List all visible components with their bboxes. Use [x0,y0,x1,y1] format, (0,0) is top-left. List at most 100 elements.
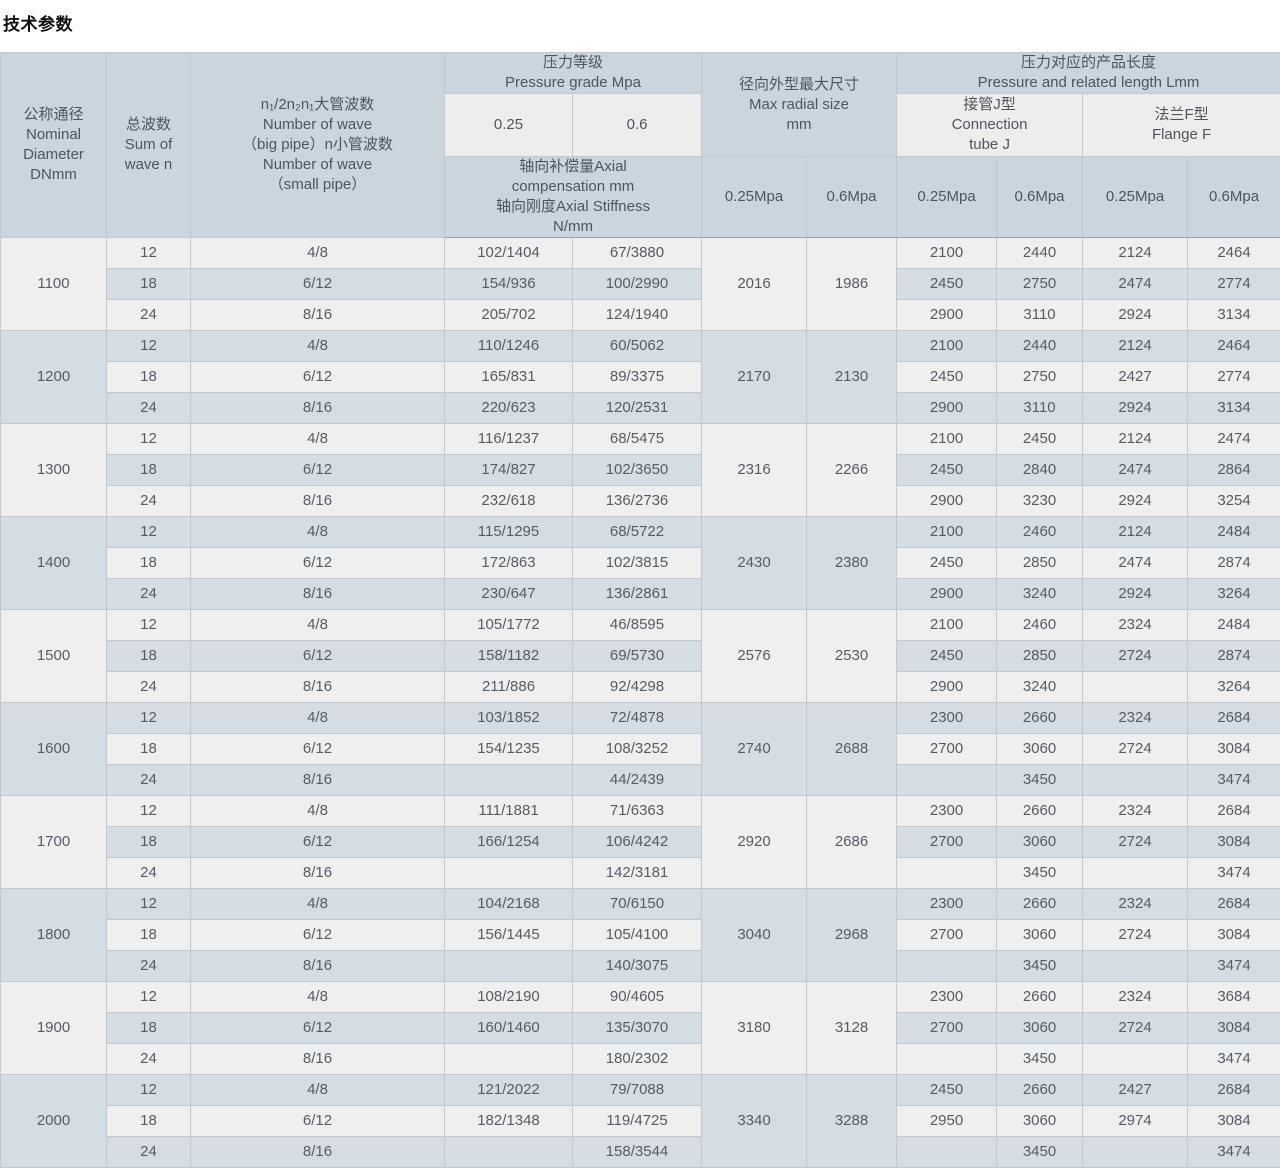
axial-025-cell: 111/1881 [444,795,573,827]
pipe-wave-cell: 6/12 [190,268,445,300]
axial-06-cell: 140/3075 [572,950,702,982]
length-f-06-cell: 3084 [1187,1012,1280,1044]
waves-cell: 18 [106,547,191,579]
table-row: 18 6/12 154/936 100/2990 2450 2750 2474 2774 [1,268,1280,300]
length-f-025-cell [1082,1043,1189,1075]
waves-cell: 24 [106,1043,191,1075]
axial-06-cell: 142/3181 [572,857,702,889]
length-j-06-cell: 2660 [996,981,1084,1013]
length-j-06-cell: 2850 [996,547,1084,579]
length-f-025-cell: 2724 [1082,640,1189,672]
pipe-wave-cell: 4/8 [190,795,445,827]
dn-cell: 1600 [0,702,107,796]
length-j-06-cell: 3060 [996,1105,1084,1137]
pipe-wave-cell: 4/8 [190,702,445,734]
length-f-025-cell [1082,857,1189,889]
axial-06-cell: 79/7088 [572,1074,702,1106]
length-j-06-cell: 2660 [996,888,1084,920]
header-flange-f: 法兰F型 Flange F [1082,93,1280,157]
waves-cell: 12 [106,516,191,548]
header-number-of-wave: n₁/2n₂n₁大管波数 Number of wave （big pipe）n小… [190,52,445,238]
length-j-025-cell: 2450 [896,361,998,393]
dn-cell: 1200 [0,330,107,424]
axial-025-cell: 160/1460 [444,1012,573,1044]
pipe-wave-cell: 4/8 [190,981,445,1013]
length-f-06-cell: 3474 [1187,1043,1280,1075]
length-j-06-cell: 2660 [996,702,1084,734]
table-row: 18 6/12 160/1460 135/3070 2700 3060 2724 3084 [1,1012,1280,1044]
length-f-06-cell: 3264 [1187,671,1280,703]
pipe-wave-cell: 8/16 [190,671,445,703]
radial-025-cell: 3040 [701,888,807,982]
dn-cell: 1500 [0,609,107,703]
length-f-025-cell: 2974 [1082,1105,1189,1137]
length-f-06-cell: 2874 [1187,640,1280,672]
table-row: 1700 12 4/8 111/1881 71/6363 2920 2686 2300 2660… [0,795,1280,889]
page-title: 技术参数 [3,15,73,34]
table-row: 1900 12 4/8 108/2190 90/4605 3180 3128 2300 2660… [0,981,1280,1075]
table-row: 24 8/16 158/3544 3450 3474 [1,1136,1280,1168]
length-j-025-cell: 2900 [896,578,998,610]
axial-06-cell: 60/5062 [572,330,702,362]
waves-cell: 18 [106,1012,191,1044]
length-j-025-cell: 2450 [896,547,998,579]
pipe-wave-cell: 4/8 [190,330,445,362]
axial-025-cell: 156/1445 [444,919,573,951]
axial-025-cell: 205/702 [444,299,573,331]
length-f-06-cell: 3264 [1187,578,1280,610]
pipe-wave-cell: 4/8 [190,516,445,548]
waves-cell: 24 [106,578,191,610]
axial-025-cell: 110/1246 [444,330,573,362]
table-row: 1100 12 4/8 102/1404 67/3880 2016 1986 2100 2440… [0,237,1280,331]
header-connection-tube-j: 接管J型 Connection tube J [896,93,1084,157]
length-j-06-cell: 3230 [996,485,1084,517]
length-j-06-cell: 2840 [996,454,1084,486]
length-f-025-cell: 2324 [1082,795,1189,827]
axial-06-cell: 68/5722 [572,516,702,548]
length-f-06-cell: 3684 [1187,981,1280,1013]
length-f-025-cell: 2724 [1082,1012,1189,1044]
axial-06-cell: 158/3544 [572,1136,702,1168]
axial-06-cell: 72/4878 [572,702,702,734]
length-f-025-cell [1082,671,1189,703]
waves-cell: 24 [106,485,191,517]
axial-025-cell: 232/618 [444,485,573,517]
waves-cell: 12 [106,423,191,455]
length-f-025-cell: 2324 [1082,609,1189,641]
axial-025-cell: 154/936 [444,268,573,300]
axial-06-cell: 92/4298 [572,671,702,703]
length-j-025-cell: 2300 [896,981,998,1013]
waves-cell: 18 [106,733,191,765]
pipe-wave-cell: 8/16 [190,1136,445,1168]
axial-025-cell: 154/1235 [444,733,573,765]
table-row: 24 8/16 220/623 120/2531 2900 3110 2924 3134 [1,392,1280,424]
pipe-wave-cell: 8/16 [190,857,445,889]
pipe-wave-cell: 8/16 [190,578,445,610]
radial-025-cell: 2430 [701,516,807,610]
length-f-06-cell: 2464 [1187,330,1280,362]
length-f-025-cell: 2427 [1082,361,1189,393]
header-radial-06mpa: 0.6Mpa [805,156,898,238]
table-row: 1600 12 4/8 103/1852 72/4878 2740 2688 2300 2660… [0,702,1280,796]
length-f-025-cell: 2124 [1082,237,1189,269]
waves-cell: 24 [106,857,191,889]
waves-cell: 12 [106,795,191,827]
length-j-025-cell: 2100 [896,330,998,362]
waves-cell: 12 [106,237,191,269]
waves-cell: 18 [106,1105,191,1137]
axial-06-cell: 69/5730 [572,640,702,672]
length-j-025-cell: 2700 [896,1012,998,1044]
length-j-025-cell: 2900 [896,392,998,424]
axial-025-cell: 165/831 [444,361,573,393]
length-f-06-cell: 3474 [1187,764,1280,796]
table-row: 18 6/12 182/1348 119/4725 2950 3060 2974 3084 [1,1105,1280,1137]
length-f-025-cell [1082,764,1189,796]
axial-06-cell: 119/4725 [572,1105,702,1137]
pipe-wave-cell: 6/12 [190,454,445,486]
length-j-06-cell: 2850 [996,640,1084,672]
header-flange-f-025mpa: 0.25Mpa [1082,156,1189,238]
waves-cell: 24 [106,299,191,331]
dn-cell: 1400 [0,516,107,610]
length-j-06-cell: 3060 [996,919,1084,951]
radial-06-cell: 2968 [805,888,898,982]
